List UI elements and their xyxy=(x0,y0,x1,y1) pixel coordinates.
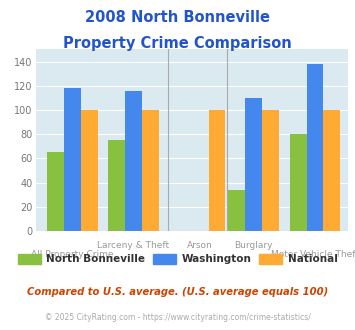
Text: All Property Crime: All Property Crime xyxy=(31,250,114,259)
Bar xyxy=(47,152,64,231)
Bar xyxy=(142,110,159,231)
Bar xyxy=(307,64,323,231)
Text: 2008 North Bonneville: 2008 North Bonneville xyxy=(85,10,270,25)
Text: © 2025 CityRating.com - https://www.cityrating.com/crime-statistics/: © 2025 CityRating.com - https://www.city… xyxy=(45,314,310,322)
Text: Arson: Arson xyxy=(187,241,213,250)
Bar xyxy=(64,88,81,231)
Text: Larceny & Theft: Larceny & Theft xyxy=(97,241,170,250)
Bar xyxy=(262,110,279,231)
Text: Motor Vehicle Theft: Motor Vehicle Theft xyxy=(271,250,355,259)
Bar xyxy=(208,110,225,231)
Bar xyxy=(290,134,307,231)
Text: Burglary: Burglary xyxy=(234,241,273,250)
Text: Property Crime Comparison: Property Crime Comparison xyxy=(63,36,292,51)
Bar xyxy=(229,190,245,231)
Bar xyxy=(81,110,98,231)
Bar xyxy=(245,98,262,231)
Bar xyxy=(323,110,340,231)
Bar xyxy=(108,140,125,231)
Legend: North Bonneville, Washington, National: North Bonneville, Washington, National xyxy=(18,254,337,264)
Text: Compared to U.S. average. (U.S. average equals 100): Compared to U.S. average. (U.S. average … xyxy=(27,287,328,297)
Bar xyxy=(125,91,142,231)
